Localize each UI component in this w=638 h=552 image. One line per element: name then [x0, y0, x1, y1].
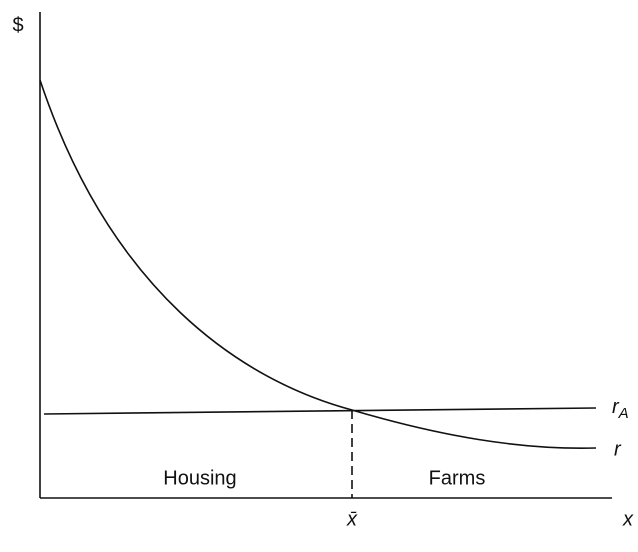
x-label: x [622, 508, 634, 530]
y-label: $ [12, 14, 23, 36]
ra-line [43, 407, 597, 415]
ra-label: rA [612, 396, 629, 422]
housing-label: Housing [163, 467, 236, 489]
farms-label: Farms [429, 467, 486, 489]
r-label: r [614, 438, 622, 460]
ra-sub: A [618, 405, 629, 422]
x-bar-label: x̄ [346, 508, 358, 530]
ra-main: r [612, 396, 620, 418]
r-curve [39, 79, 597, 449]
